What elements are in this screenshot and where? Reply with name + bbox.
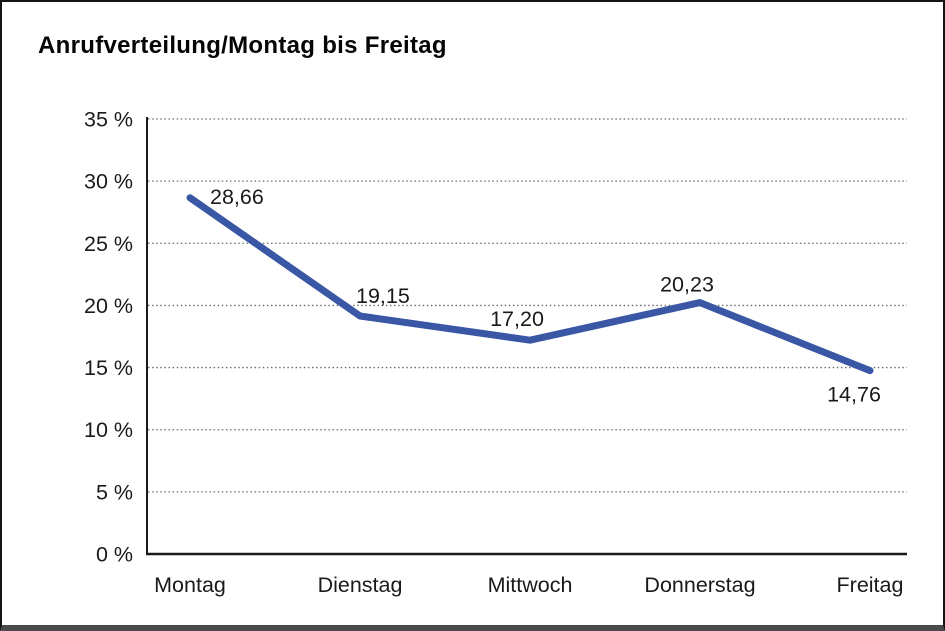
y-tick-label: 15 % [84, 356, 133, 380]
x-category-label: Dienstag [318, 573, 403, 597]
x-category-label: Mittwoch [488, 573, 573, 597]
x-category-label: Montag [154, 573, 226, 597]
y-tick-label: 30 % [84, 170, 133, 194]
x-category-label: Donnerstag [644, 573, 755, 597]
y-tick-label: 25 % [84, 232, 133, 256]
data-line-series [186, 194, 874, 375]
data-point-label: 19,15 [356, 284, 410, 308]
data-point-label: 14,76 [827, 383, 881, 407]
data-point-label: 17,20 [490, 307, 544, 331]
y-tick-label: 10 % [84, 418, 133, 442]
chart-title: Anrufverteilung/Montag bis Freitag [38, 32, 447, 59]
data-point-label: 28,66 [210, 185, 264, 209]
y-tick-label: 5 % [96, 480, 133, 504]
y-tick-label: 35 % [84, 108, 133, 132]
data-point-label: 20,23 [660, 273, 714, 297]
y-tick-label: 0 % [96, 543, 133, 567]
y-tick-label: 20 % [84, 294, 133, 318]
x-category-label: Freitag [837, 573, 904, 597]
